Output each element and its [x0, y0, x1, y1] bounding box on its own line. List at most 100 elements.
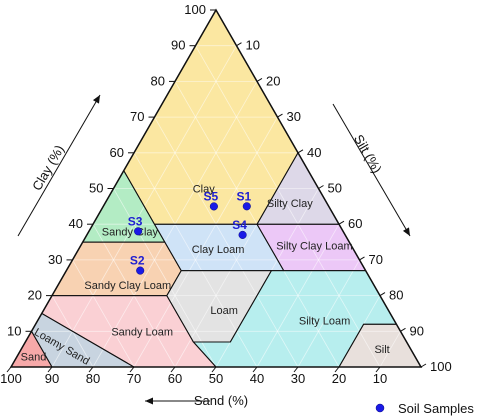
legend-label: Soil Samples — [398, 401, 474, 416]
silt-axis-arrow — [332, 103, 411, 237]
sand-tick-label: 80 — [86, 371, 100, 386]
sand-tick-label: 30 — [291, 371, 305, 386]
silt-tick-mark — [277, 113, 283, 118]
sand-tick-label: 100 — [0, 371, 22, 386]
sand-tick-mark — [129, 366, 135, 373]
grid-line-sand-30 — [154, 116, 299, 368]
grid-line-silt-30 — [133, 116, 278, 368]
sand-tick-label: 20 — [332, 371, 346, 386]
region-sand — [11, 331, 52, 367]
silt-tick-mark — [420, 363, 427, 368]
sand-tick-mark — [47, 366, 53, 373]
clay-tick-label: 20 — [28, 288, 42, 303]
silt-tick-mark — [236, 42, 242, 47]
region-silt — [339, 324, 421, 367]
region-label-clay-loam: Clay Loam — [192, 244, 245, 256]
silt-tick-label: 30 — [287, 109, 301, 124]
sand-tick-label: 90 — [45, 371, 59, 386]
sample-point-s5 — [209, 202, 218, 211]
region-label-sandy-clay: Sandy Clay — [102, 226, 159, 238]
region-sandy-clay-loam — [52, 242, 182, 296]
region-loam — [166, 270, 272, 342]
silt-tick-mark — [379, 292, 386, 297]
sample-point-s3 — [134, 227, 143, 236]
region-label-silt: Silt — [374, 344, 389, 356]
silt-tick-label: 70 — [369, 252, 383, 267]
sand-tick-mark — [6, 366, 12, 373]
grid-line-silt-70 — [297, 259, 360, 368]
grid-line-sand-70 — [72, 259, 135, 368]
silt-tick-label: 80 — [389, 288, 403, 303]
silt-tick-mark — [359, 256, 365, 261]
clay-tick-label: 90 — [171, 38, 185, 53]
region-label-silty-clay-loam: Silty Clay Loam — [276, 241, 352, 253]
silt-tick-mark — [318, 185, 324, 189]
sand-tick-label: 60 — [168, 371, 182, 386]
sand-tick-mark — [293, 366, 299, 373]
sample-label-s5: S5 — [204, 189, 219, 203]
silt-tick-mark — [256, 77, 263, 82]
silt-tick-label: 60 — [348, 216, 362, 231]
sample-label-s2: S2 — [130, 254, 145, 268]
region-label-loam: Loam — [210, 305, 238, 317]
sample-label-s3: S3 — [128, 214, 143, 228]
silt-axis-title: Silt (%) — [351, 132, 385, 176]
silt-tick-label: 90 — [410, 323, 424, 338]
sample-point-s1 — [242, 202, 251, 211]
silt-tick-label: 20 — [266, 73, 280, 88]
sand-tick-mark — [211, 366, 217, 373]
region-label-sandy-clay-loam: Sandy Clay Loam — [84, 280, 171, 292]
texture-regions — [11, 10, 421, 367]
region-label-silty-loam: Silty Loam — [299, 316, 350, 328]
region-label-clay: Clay — [193, 184, 216, 196]
region-label-sandy-loam: Sandy Loam — [111, 326, 173, 338]
grid-line-sand-10 — [195, 45, 381, 368]
region-label-sand: Sand — [21, 351, 47, 363]
sand-tick-label: 50 — [209, 371, 223, 386]
clay-axis-arrow-head — [92, 95, 100, 104]
silt-tick-mark — [338, 220, 345, 225]
sand-tick-label: 10 — [373, 371, 387, 386]
clay-tick-label: 100 — [184, 2, 206, 17]
clay-tick-label: 70 — [130, 109, 144, 124]
sample-points: S1 S2 S3 S4 S5 — [128, 189, 251, 275]
clay-tick-label: 60 — [110, 145, 124, 160]
silt-tick-label: 40 — [307, 145, 321, 160]
region-loamy-sand — [31, 313, 134, 367]
clay-axis-title: Clay (%) — [29, 142, 67, 193]
clay-tick-label: 40 — [69, 216, 83, 231]
sand-axis-arrow-head — [145, 397, 153, 405]
region-silty-loam — [193, 270, 397, 367]
sand-tick-mark — [375, 366, 381, 373]
sample-label-s4: S4 — [232, 218, 247, 232]
sand-tick-label: 40 — [250, 371, 264, 386]
region-clay-loam — [154, 224, 284, 271]
silt-tick-label: 10 — [246, 38, 260, 53]
silt-tick-mark — [297, 149, 304, 154]
clay-tick-label: 50 — [89, 181, 103, 196]
clay-tick-label: 30 — [48, 252, 62, 267]
region-label-silty-clay: Silty Clay — [267, 198, 313, 210]
sand-tick-mark — [252, 366, 258, 373]
sand-tick-label: 70 — [127, 371, 141, 386]
sample-point-s4 — [238, 230, 247, 239]
clay-tick-label: 80 — [151, 73, 165, 88]
sand-tick-mark — [170, 366, 176, 373]
legend: Soil Samples — [375, 401, 474, 416]
silt-tick-label: 100 — [430, 359, 452, 374]
clay-tick-label: 10 — [7, 323, 21, 338]
silt-axis-arrow-head — [402, 227, 410, 236]
sample-label-s1: S1 — [236, 189, 251, 203]
grid-line-silt-60 — [256, 224, 340, 368]
sand-axis-title: Sand (%) — [194, 393, 248, 408]
silt-tick-label: 50 — [328, 181, 342, 196]
grid-line-sand-50 — [113, 188, 217, 368]
grid-line-silt-90 — [379, 331, 401, 368]
silt-tick-mark — [400, 327, 406, 332]
sand-tick-mark — [334, 366, 340, 373]
clay-axis-arrow — [17, 94, 101, 237]
legend-marker — [375, 403, 385, 413]
tick-labels: 10 20 30 40 50 60 70 80 90 100 10 20 30 40 50 60 70 80 90 1… — [0, 2, 452, 386]
sample-point-s2 — [136, 266, 145, 275]
